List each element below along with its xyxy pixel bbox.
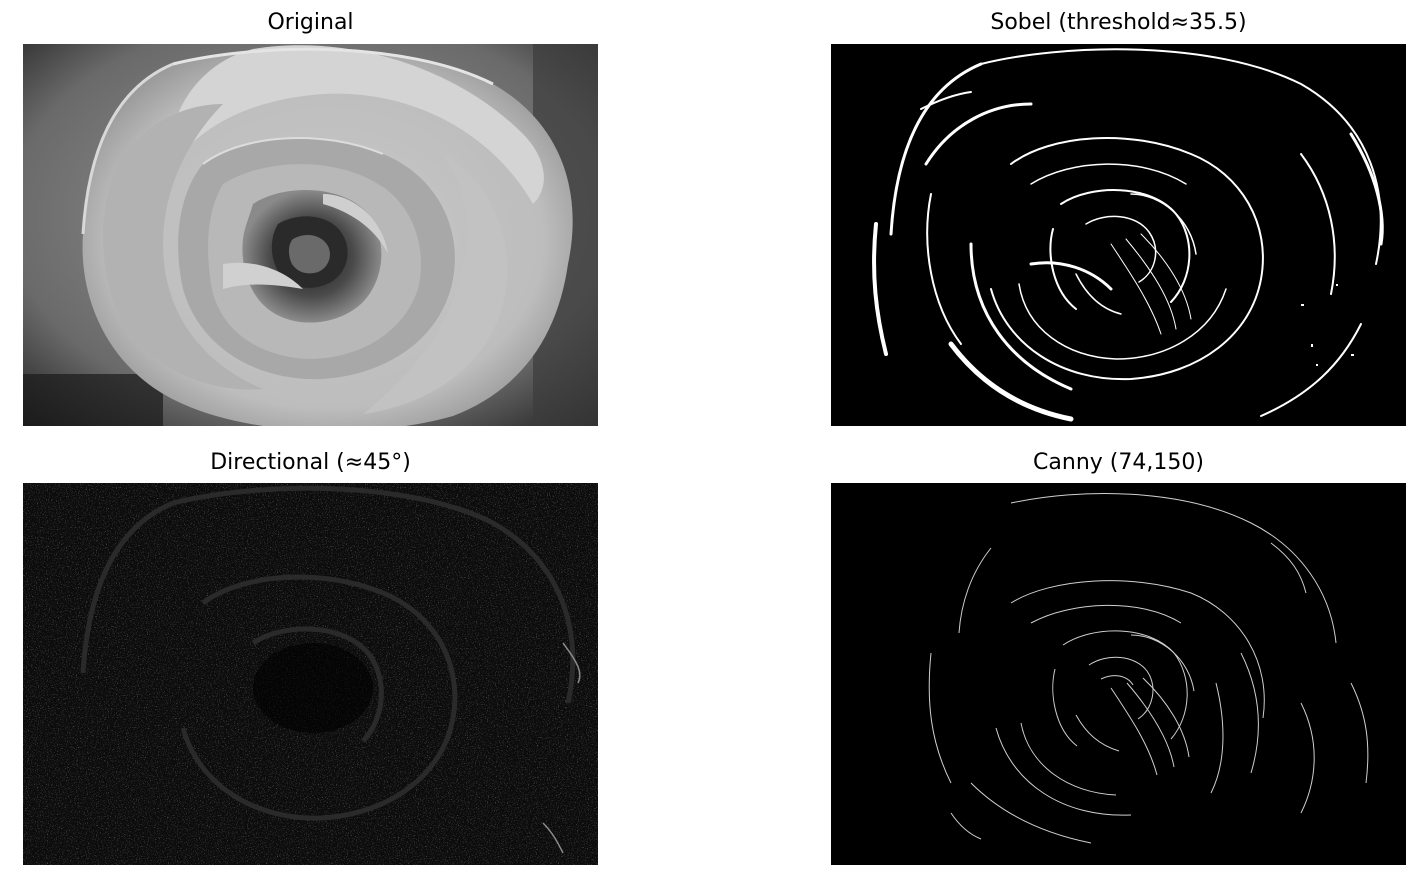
original-title: Original [267, 10, 354, 35]
sobel-title: Sobel (threshold≈35.5) [990, 10, 1247, 35]
sobel-image [831, 44, 1406, 426]
directional-title: Directional (≈45°) [210, 450, 411, 475]
directional-image [23, 483, 598, 865]
original-image [23, 44, 598, 426]
canny-image [831, 483, 1406, 865]
canny-title: Canny (74,150) [1033, 450, 1204, 475]
